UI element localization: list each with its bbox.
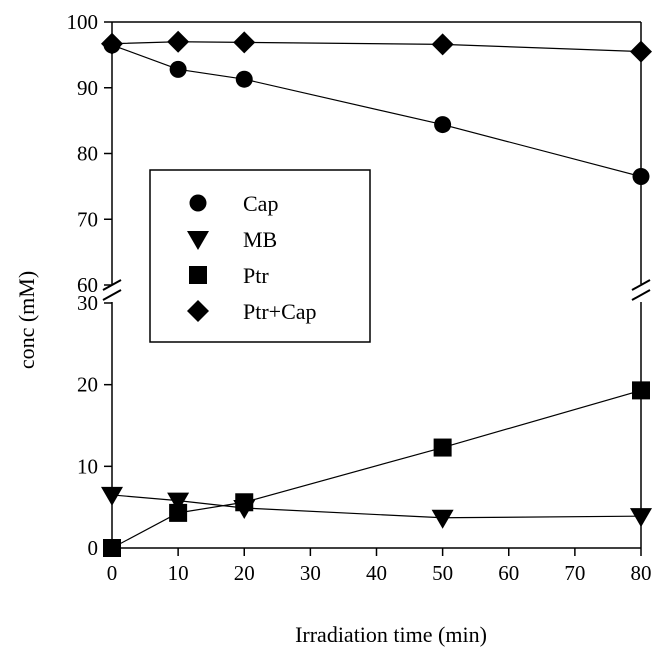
data-point-ptr-cap [101,32,123,55]
y-tick-label-upper: 80 [77,142,98,166]
legend-box [149,169,371,343]
y-tick-label-upper: 100 [67,10,99,34]
x-tick-label: 50 [432,561,453,585]
y-tick-label-lower: 0 [88,536,99,560]
data-point-mb [167,492,190,512]
legend: Cap MB Ptr Ptr+Cap [149,169,371,343]
data-point-ptr-cap [167,30,190,53]
x-tick-label: 60 [498,561,519,585]
data-point-cap [434,116,452,134]
data-point-mb [431,509,454,529]
y-tick-label-upper: 70 [77,207,98,231]
x-tick-label: 80 [631,561,652,585]
data-point-cap [235,70,253,88]
legend-marker-ptr-cap [187,300,209,322]
x-axis-title: Irradiation time (min) [295,622,487,647]
series-line-mb [111,494,642,519]
series-line-ptr-cap [111,41,642,53]
data-point-ptr [235,493,254,512]
legend-label-ptr-cap: Ptr+Cap [243,299,317,324]
x-tick-label: 30 [300,561,321,585]
data-point-cap [632,168,650,186]
plot-frame [102,21,651,549]
x-tick-label: 20 [234,561,255,585]
x-tick-label: 70 [564,561,585,585]
legend-label-mb: MB [243,227,277,252]
x-tick-label: 10 [168,561,189,585]
legend-marker-mb [187,231,209,250]
data-point-ptr [632,381,650,400]
y-tick-label-lower: 10 [77,454,98,478]
data-point-mb [630,508,652,528]
series-line-ptr [111,389,642,549]
legend-marker-cap [189,194,207,212]
data-point-ptr-cap [630,40,652,63]
data-point-cap [169,60,187,78]
axis-break-left-lower [102,289,122,301]
legend-label-ptr: Ptr [243,263,269,288]
y-tick-label-upper: 60 [77,273,98,297]
series-line-cap [111,44,642,178]
y-axis-title: conc (mM) [14,271,39,369]
legend-marker-ptr [189,266,207,284]
data-point-ptr [433,438,452,457]
data-point-ptr-cap [431,33,454,56]
legend-label-cap: Cap [243,191,278,216]
series-markers [101,30,652,557]
x-tick-label: 0 [107,561,118,585]
data-point-ptr [103,539,121,557]
data-point-mb [101,486,123,506]
x-tick-label: 40 [366,561,387,585]
y-tick-label-lower: 20 [77,373,98,397]
data-point-ptr [169,503,188,522]
y-tick-label-upper: 90 [77,76,98,100]
axis-break-right-lower [631,289,651,301]
y-tick-label-lower: 30 [77,291,98,315]
data-point-ptr-cap [233,31,256,54]
axis-break-right-upper [631,279,651,291]
